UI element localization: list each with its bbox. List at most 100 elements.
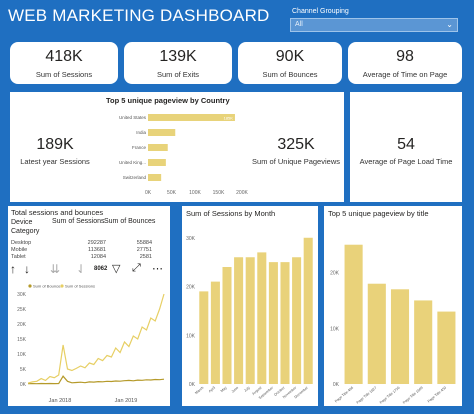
x-tick-label: 100K [189, 190, 201, 196]
bar [148, 114, 235, 121]
more-icon[interactable]: ⋯ [152, 263, 163, 275]
x-tick-label: Jan 2018 [49, 398, 72, 404]
table-cell: 55884 [136, 240, 152, 246]
monthly-sessions-panel: Sum of Sessions by Month 0K 10K 20K 30K Marc… [182, 206, 318, 406]
table-cell: 12084 [90, 254, 106, 260]
table-header-bounces[interactable]: Sum of Bounces [104, 218, 156, 225]
table-cell: 2581 [139, 254, 152, 260]
x-tick-label: 50K [167, 190, 177, 196]
titles-chart-title: Top 5 unique pageview by title [328, 209, 429, 218]
bar [303, 237, 313, 384]
table-header-device[interactable]: Device Category [11, 219, 40, 235]
sessions-line-chart[interactable]: 0K 5K 10K 15K 20K 25K 30K Sum of Bounces Sum of … [8, 280, 170, 406]
x-tick-label: Jan 2019 [115, 398, 138, 404]
y-tick-label: 10K [17, 352, 27, 358]
kpi-value: 139K [159, 48, 197, 65]
latest-sessions-label: Latest year Sessions [20, 157, 90, 166]
visual-toolbar: ↑ ↓ ⇊ ⇃ 8062 ▽ ⤢ ⋯ [8, 262, 170, 280]
unique-pageviews-label: Sum of Unique Pageviews [252, 157, 340, 166]
expand-icon[interactable]: ⇃ [76, 262, 87, 276]
y-tick-label: 25K [17, 307, 27, 313]
y-tick-label: 0K [333, 382, 340, 388]
table-cell: Tablet [11, 254, 26, 260]
bar [222, 267, 232, 384]
middle-panel: 189K Latest year Sessions Top 5 unique p… [10, 92, 344, 202]
load-time-value: 54 [397, 136, 415, 153]
y-tick-label: 5K [20, 367, 27, 373]
kpi-label: Sum of Exits [156, 70, 200, 79]
slicer-label: Channel Grouping [292, 8, 349, 15]
country-chart[interactable]: United States 185K India France United King.… [102, 106, 252, 198]
bar [344, 244, 363, 384]
y-tick-label: 10K [186, 333, 196, 339]
x-tick-label: May [220, 386, 228, 394]
y-tick-label: France [132, 145, 147, 150]
bar [210, 281, 220, 384]
chevron-down-icon[interactable]: ⌄ [446, 20, 453, 29]
x-tick-label: Page Title 1736 [379, 386, 401, 405]
up-arrow-icon[interactable]: ↑ [10, 262, 16, 276]
kpi-card-time-on-page[interactable]: 98 Average of Time on Page [348, 42, 462, 84]
bar [437, 311, 456, 384]
bar [234, 257, 244, 384]
top-titles-panel: Top 5 unique pageview by title 0K 10K 20K P… [324, 206, 462, 406]
bar [367, 283, 386, 384]
kpi-label: Sum of Bounces [262, 70, 318, 79]
table-cell: 113681 [88, 247, 106, 253]
down-arrow-icon[interactable]: ↓ [24, 262, 30, 276]
x-tick-label: August [251, 386, 262, 396]
x-tick-label: October [273, 385, 286, 397]
load-time-card[interactable]: 54 Average of Page Load Time [350, 92, 462, 202]
y-tick-label: United King... [119, 160, 146, 165]
bar [148, 144, 168, 151]
legend-marker [60, 284, 64, 288]
filter-icon[interactable]: ▽ [112, 263, 121, 275]
kpi-card-exits[interactable]: 139K Sum of Exits [124, 42, 232, 84]
drill-down-icon[interactable]: ⇊ [50, 262, 61, 276]
channel-grouping-dropdown[interactable]: All ⌄ [290, 18, 458, 32]
focus-icon[interactable]: ⤢ [132, 262, 141, 274]
unique-pageviews-value: 325K [277, 136, 315, 153]
y-tick-label: Switzerland [123, 175, 147, 180]
data-label: 185K [224, 116, 234, 121]
x-tick-label: 0K [145, 190, 152, 196]
kpi-card-sessions[interactable]: 418K Sum of Sessions [10, 42, 118, 84]
y-tick-label: 10K [330, 326, 340, 332]
table-cell: Desktop [11, 240, 32, 246]
table-cell: 27751 [136, 247, 152, 253]
kpi-card-bounces[interactable]: 90K Sum of Bounces [238, 42, 342, 84]
table-cell: Mobile [11, 247, 28, 253]
x-tick-label: June [231, 386, 240, 394]
x-tick-label: Page Title 1827 [356, 386, 378, 405]
y-tick-label: 20K [330, 271, 340, 277]
x-tick-label: Page Title 496 [334, 386, 354, 404]
series-line [27, 293, 165, 384]
x-tick-label: Page Title 450 [427, 386, 447, 404]
country-chart-title: Top 5 unique pageview by Country [106, 96, 230, 105]
sessions-bounces-panel: Total sessions and bounces Device Catego… [8, 206, 170, 406]
bar [148, 174, 162, 181]
y-tick-label: 30K [186, 236, 196, 242]
load-time-label: Average of Page Load Time [359, 157, 453, 166]
bar [257, 252, 267, 384]
y-tick-label: 0K [189, 382, 196, 388]
x-tick-label: Page Title 1609 [402, 386, 424, 405]
bar [268, 262, 278, 384]
bar [199, 291, 209, 384]
y-tick-label: 0K [20, 382, 27, 388]
bar [390, 289, 410, 384]
legend-label: Sum of Bounces [33, 284, 62, 289]
slicer-value: All [295, 21, 303, 28]
x-tick-label: 200K [236, 190, 248, 196]
bar [148, 129, 176, 136]
y-tick-label: 20K [186, 285, 196, 291]
x-tick-label: July [243, 386, 251, 393]
legend-label: Sum of Sessions [65, 284, 95, 289]
kpi-label: Average of Time on Page [362, 70, 448, 79]
table-title: Total sessions and bounces [11, 208, 104, 217]
table-cell: 292287 [87, 240, 106, 246]
table-header-sessions[interactable]: Sum of Sessions [52, 218, 105, 225]
kpi-value: 418K [45, 48, 83, 65]
